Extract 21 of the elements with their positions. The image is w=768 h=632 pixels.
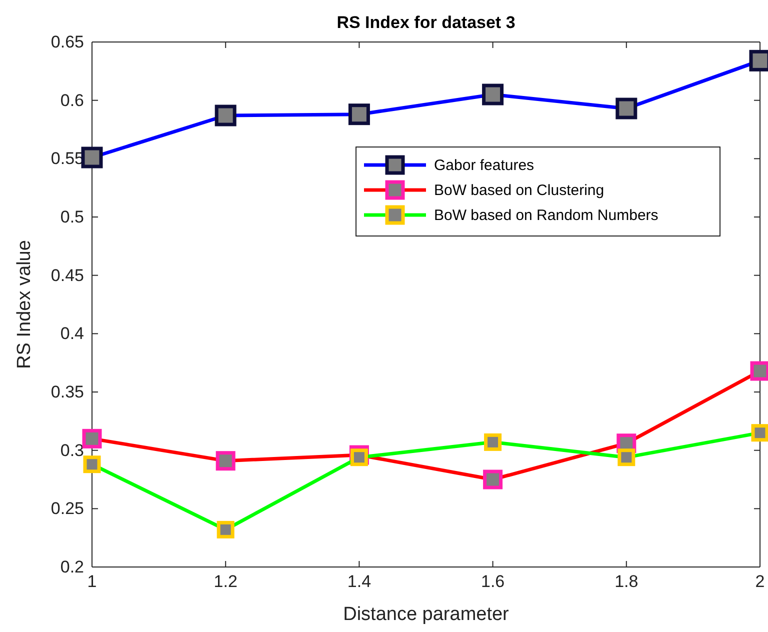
x-axis-title: Distance parameter xyxy=(343,604,510,625)
y-tick-label: 0.2 xyxy=(60,557,84,576)
x-tick-label: 1.8 xyxy=(614,572,638,592)
y-axis-title: RS Index value xyxy=(14,240,35,369)
y-tick-label: 0.65 xyxy=(50,32,84,52)
y-tick-label: 0.35 xyxy=(50,382,84,402)
x-tick-label: 1.4 xyxy=(347,572,372,592)
x-tick-label: 2 xyxy=(755,572,765,592)
legend-label: BoW based on Random Numbers xyxy=(434,207,658,224)
x-tick-label: 1.2 xyxy=(214,572,238,592)
y-tick-label: 0.4 xyxy=(60,324,84,344)
y-tick-label: 0.6 xyxy=(60,90,84,110)
y-tick-label: 0.3 xyxy=(60,440,84,460)
y-tick-label: 0.45 xyxy=(50,266,84,285)
legend-label: BoW based on Clustering xyxy=(434,182,604,199)
y-tick-label: 0.25 xyxy=(50,499,84,518)
legend-label: Gabor features xyxy=(434,157,534,174)
chart-title: RS Index for dataset 3 xyxy=(336,13,516,32)
x-tick-label: 1.6 xyxy=(480,572,505,592)
x-tick-label: 1 xyxy=(87,572,97,592)
y-tick-label: 0.5 xyxy=(60,207,84,226)
